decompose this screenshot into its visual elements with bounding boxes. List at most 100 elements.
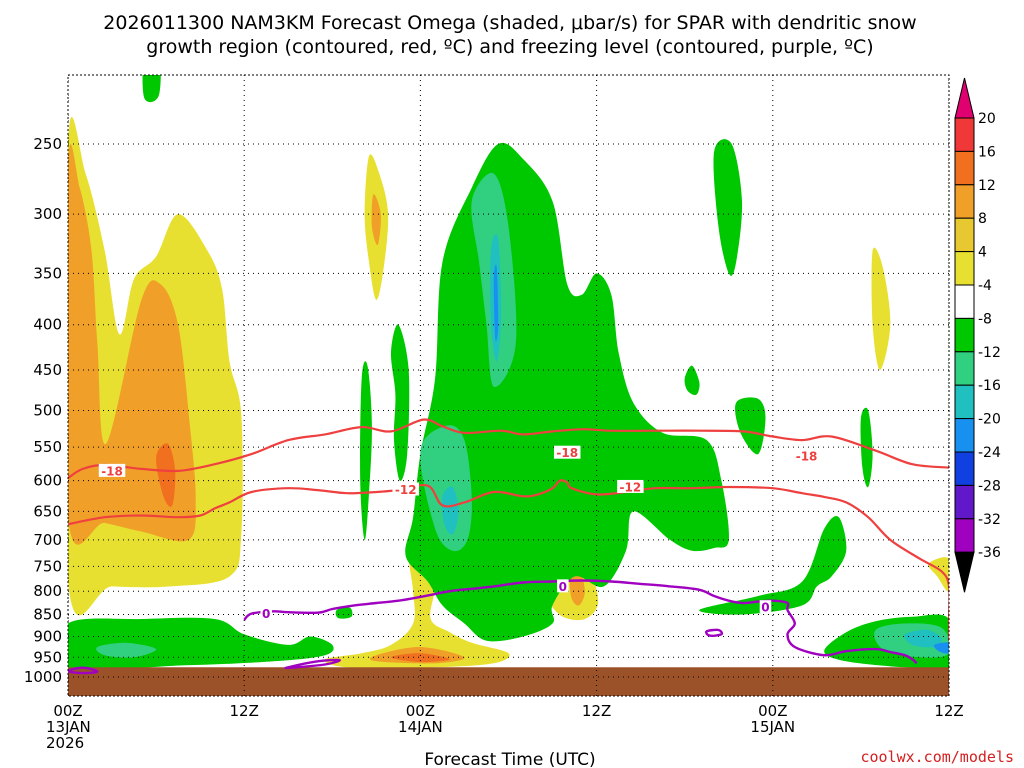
red-contour-label-0-bg <box>98 463 126 477</box>
x-axis-label: Forecast Time (UTC) <box>424 750 595 768</box>
colorbar-label-4: 4 <box>978 245 987 261</box>
omega-region-5 <box>324 534 510 669</box>
colorbar-swatch-3 <box>954 217 975 253</box>
y-tick-label-950: 950 <box>33 648 62 666</box>
chart-title-line1: 2026011300 NAM3KM Forecast Omega (shaded… <box>103 12 916 34</box>
colorbar-swatch-9 <box>954 418 975 453</box>
omega-region-9 <box>569 568 585 606</box>
colorbar-label-11: -28 <box>978 478 1001 494</box>
purple-contour-label-1-bg <box>557 579 569 593</box>
omega-region-24 <box>699 515 847 615</box>
colorbar-swatch-1 <box>954 150 975 186</box>
dgz-contour--12 <box>68 479 949 641</box>
x-tick-label-24-1: 00Z <box>406 702 435 720</box>
colorbar-label-13: -36 <box>978 545 1001 561</box>
omega-region-26 <box>96 642 157 658</box>
ground-surface <box>68 667 949 696</box>
omega-region-31 <box>142 75 161 103</box>
omega-region-19 <box>360 361 372 541</box>
y-tick-label-500: 500 <box>33 402 62 420</box>
ground-fill <box>68 667 949 696</box>
red-contour-label-1: -12 <box>395 483 417 497</box>
x-tick-label-60-1: 12Z <box>934 702 963 720</box>
colorbar-bottom-arrow <box>954 551 975 593</box>
x-tick-label-0-2: 13JAN <box>46 718 91 736</box>
y-tick-label-250: 250 <box>33 135 62 153</box>
x-tick-label-48-1: 00Z <box>758 702 787 720</box>
y-tick-label-800: 800 <box>33 582 62 600</box>
x-tick-label-24-2: 14JAN <box>398 718 443 736</box>
y-tick-label-900: 900 <box>33 627 62 645</box>
colorbar-swatch-4 <box>954 251 975 286</box>
grid-lines <box>68 75 949 696</box>
y-tick-label-450: 450 <box>33 361 62 379</box>
plot-frame <box>67 74 950 697</box>
colorbar-swatch-10 <box>954 451 975 486</box>
purple-contour-label-2: 0 <box>761 601 769 615</box>
x-tick-label-0-3: 2026 <box>46 734 84 752</box>
colorbar-label-6: -8 <box>978 311 992 327</box>
y-tick-label-1000: 1000 <box>24 668 62 686</box>
x-tick-label-0-1: 00Z <box>53 702 82 720</box>
omega-shading <box>68 75 949 672</box>
colorbar-label-9: -20 <box>978 412 1001 428</box>
red-contour-label-1-bg <box>392 482 419 496</box>
red-contour-label-2-bg <box>553 445 581 459</box>
purple-contour-label-2-bg <box>759 600 772 614</box>
x-tick-label-48-2: 15JAN <box>750 718 795 736</box>
colorbar-swatch-5 <box>954 284 975 319</box>
y-axis-ticks: 250 300 350 400 450 500 550 600 650 700 750 800 850 9… <box>24 135 62 686</box>
y-tick-label-850: 850 <box>33 606 62 624</box>
colorbar-swatch-12 <box>954 518 975 553</box>
x-tick-label-12-1: 12Z <box>230 702 259 720</box>
omega-region-15 <box>493 264 499 342</box>
y-tick-label-700: 700 <box>33 531 62 549</box>
red-contour-label-4: -18 <box>796 450 818 464</box>
freezing-contour-3 <box>705 628 724 637</box>
y-tick-label-550: 550 <box>33 438 62 456</box>
omega-region-22 <box>735 397 766 455</box>
omega-region-16 <box>420 425 472 552</box>
omega-region-7 <box>391 653 450 663</box>
colorbar-swatch-7 <box>954 351 975 386</box>
chart-title-line2: growth region (contoured, red, ºC) and f… <box>146 36 873 58</box>
omega-region-18 <box>390 324 410 481</box>
colorbar-label-12: -32 <box>978 512 1001 528</box>
colorbar: 20 16 12 8 4 -4 -8 -12 -16 -20 -24 -28 -32 -36 <box>954 77 1001 593</box>
contour-labels: -18 -12 -18 -12 -18 0 0 0 <box>98 445 820 621</box>
colorbar-swatch-2 <box>954 184 975 219</box>
omega-region-2 <box>156 443 176 507</box>
y-tick-label-750: 750 <box>33 557 62 575</box>
omega-region-29 <box>904 629 942 648</box>
colorbar-swatch-8 <box>954 384 975 420</box>
omega-region-4 <box>371 194 381 246</box>
omega-region-21 <box>684 365 700 396</box>
plot-area: -18 -12 -18 -12 -18 0 0 0 <box>68 75 949 696</box>
colorbar-swatch-11 <box>954 484 975 520</box>
omega-region-32 <box>335 607 353 619</box>
y-tick-label-300: 300 <box>33 205 62 223</box>
freezing-contour-1 <box>284 658 341 670</box>
red-contour-label-2: -18 <box>556 446 578 460</box>
red-contour-label-4-bg <box>793 449 820 463</box>
red-contour-label-3: -12 <box>620 480 642 494</box>
credit-text: coolwx.com/models <box>860 748 1014 766</box>
purple-contour-label-0: 0 <box>262 607 270 621</box>
omega-region-20 <box>713 139 743 276</box>
colorbar-label-10: -24 <box>978 445 1001 461</box>
colorbar-label-0: 20 <box>978 111 996 127</box>
y-tick-label-400: 400 <box>33 316 62 334</box>
dendritic-growth-contours <box>68 418 949 641</box>
purple-contour-label-0-bg <box>260 606 272 620</box>
freezing-contour-2 <box>68 666 99 675</box>
colorbar-label-7: -12 <box>978 345 1001 361</box>
colorbar-label-2: 12 <box>978 178 996 194</box>
colorbar-label-1: 16 <box>978 144 996 160</box>
colorbar-swatch-6 <box>954 317 975 353</box>
x-tick-label-36-1: 12Z <box>582 702 611 720</box>
y-tick-label-350: 350 <box>33 264 62 282</box>
omega-region-30 <box>933 642 949 654</box>
colorbar-label-3: 8 <box>978 211 987 227</box>
y-tick-label-600: 600 <box>33 472 62 490</box>
